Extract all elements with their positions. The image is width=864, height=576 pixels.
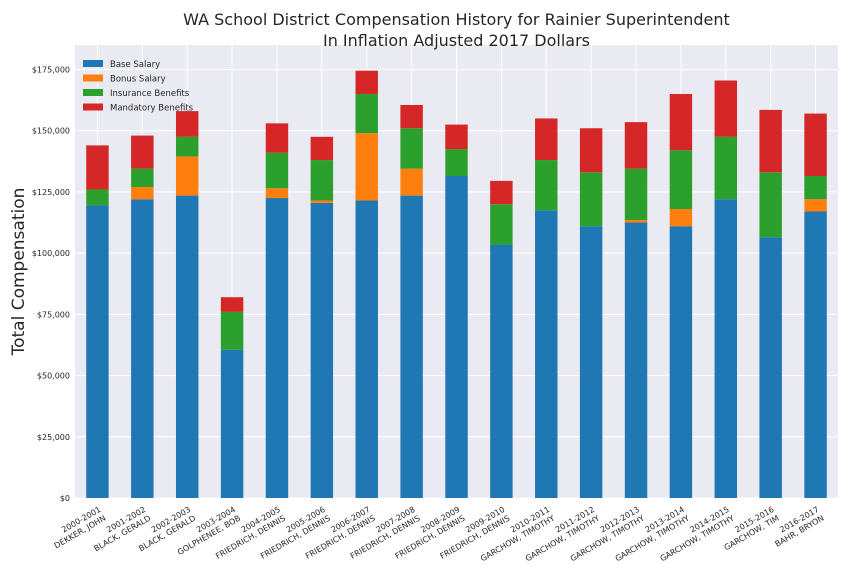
bar-insurance-benefits (131, 168, 154, 188)
bar-mandatory-benefits (220, 297, 244, 312)
bar-base-salary (669, 226, 693, 498)
bar-mandatory-benefits (86, 145, 109, 190)
bar-base-salary (175, 195, 199, 498)
bar-base-salary (490, 244, 513, 498)
bar-bonus-salary (400, 168, 423, 196)
bar-bonus-salary (265, 188, 289, 199)
chart-title: WA School District Compensation History … (183, 10, 730, 29)
bar-insurance-benefits (579, 172, 603, 227)
bar-base-salary (714, 199, 738, 498)
legend-label: Bonus Salary (110, 75, 166, 85)
bar-base-salary (804, 211, 827, 498)
legend-swatch (83, 74, 103, 82)
bar-insurance-benefits (759, 172, 782, 238)
bar-insurance-benefits (175, 136, 199, 157)
bar-insurance-benefits (490, 204, 513, 245)
bars (86, 70, 827, 499)
y-axis: $0 $25,000 $50,000 $75,000 $100,000 $125,000 $… (32, 65, 70, 503)
bar-mandatory-benefits (579, 128, 603, 173)
bar-bonus-salary (624, 220, 648, 223)
bar-insurance-benefits (445, 149, 468, 177)
bar-base-salary (220, 349, 244, 498)
bar-base-salary (86, 205, 109, 499)
bar-insurance-benefits (400, 128, 423, 169)
legend-label: Mandatory Benefits (110, 104, 194, 114)
bar-base-salary (265, 198, 289, 499)
bar-insurance-benefits (86, 189, 109, 206)
bar-mandatory-benefits (759, 109, 782, 173)
bar-mandatory-benefits (355, 70, 378, 94)
legend-swatch (83, 60, 103, 67)
bar-insurance-benefits (355, 93, 378, 134)
y-tick-label: $150,000 (32, 127, 70, 136)
legend-label: Insurance Benefits (110, 89, 190, 99)
y-axis-label: Total Compensation (9, 188, 29, 357)
bar-insurance-benefits (535, 160, 558, 211)
bar-mandatory-benefits (535, 118, 558, 161)
bar-mandatory-benefits (804, 113, 827, 177)
bar-insurance-benefits (669, 150, 693, 210)
bar-bonus-salary (355, 133, 378, 201)
bar-bonus-salary (175, 156, 199, 196)
bar-insurance-benefits (265, 152, 289, 189)
bar-bonus-salary (131, 187, 154, 200)
bar-bonus-salary (310, 200, 334, 203)
bar-mandatory-benefits (400, 104, 423, 129)
bar-mandatory-benefits (445, 124, 468, 150)
legend-swatch (83, 103, 103, 111)
chart-subtitle: In Inflation Adjusted 2017 Dollars (323, 31, 590, 50)
bar-mandatory-benefits (131, 135, 154, 169)
bar-base-salary (535, 210, 558, 498)
y-tick-label: $100,000 (32, 249, 70, 258)
bar-base-salary (624, 222, 648, 498)
bar-base-salary (131, 199, 154, 498)
bar-mandatory-benefits (669, 93, 693, 151)
bar-base-salary (355, 200, 378, 498)
y-tick-label: $125,000 (32, 188, 70, 197)
y-tick-label: $25,000 (37, 433, 70, 442)
bar-insurance-benefits (220, 311, 244, 350)
legend: Base Salary Bonus Salary Insurance Benefit… (83, 60, 194, 114)
bar-base-salary (310, 202, 334, 498)
bar-mandatory-benefits (624, 122, 648, 169)
bar-mandatory-benefits (265, 123, 289, 153)
bar-mandatory-benefits (310, 136, 334, 161)
bar-bonus-salary (804, 199, 827, 212)
y-tick-label: $75,000 (37, 310, 70, 319)
y-tick-label: $175,000 (32, 65, 70, 74)
y-tick-label: $0 (60, 494, 70, 503)
bar-mandatory-benefits (490, 180, 513, 205)
bar-insurance-benefits (310, 160, 334, 201)
bar-bonus-salary (669, 209, 693, 227)
bar-base-salary (445, 176, 468, 499)
bar-insurance-benefits (624, 168, 648, 221)
legend-swatch (83, 89, 103, 96)
bar-insurance-benefits (714, 136, 738, 200)
legend-label: Base Salary (110, 60, 160, 70)
bar-base-salary (579, 226, 603, 498)
bar-mandatory-benefits (175, 111, 199, 137)
bar-base-salary (759, 237, 782, 498)
y-tick-label: $50,000 (37, 372, 70, 381)
bar-mandatory-benefits (714, 80, 738, 137)
bar-base-salary (400, 195, 423, 498)
bar-insurance-benefits (804, 176, 827, 200)
